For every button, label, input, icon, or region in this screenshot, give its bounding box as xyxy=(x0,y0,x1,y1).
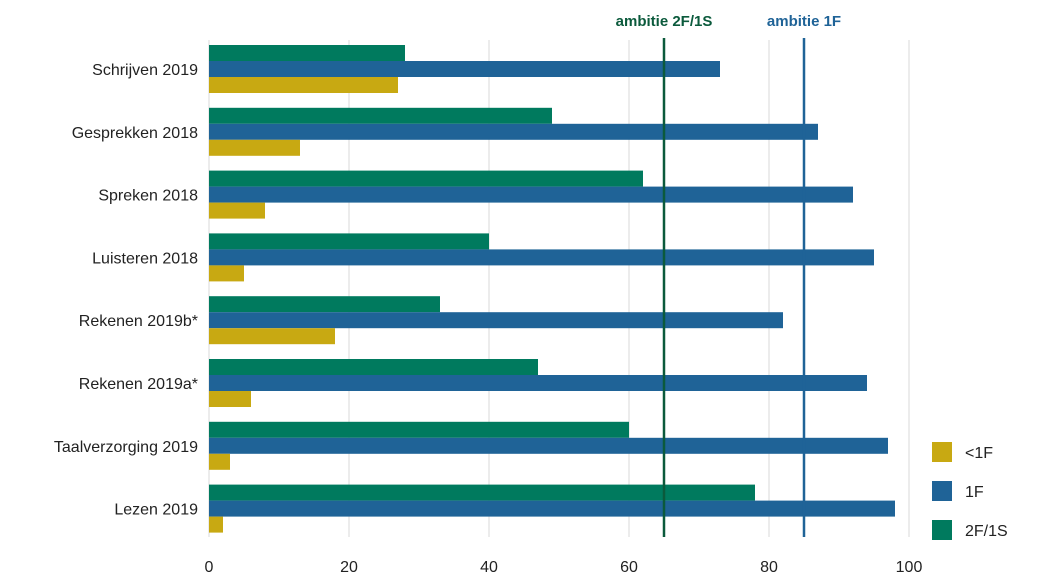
legend-label: <1F xyxy=(965,445,993,462)
legend-swatch xyxy=(932,442,952,462)
bar xyxy=(209,139,300,156)
bar xyxy=(209,296,440,313)
category-labels: Schrijven 2019 Gesprekken 2018 Spreken 201… xyxy=(54,62,198,519)
bar xyxy=(209,202,265,219)
x-tick-label: 100 xyxy=(896,559,923,576)
bar xyxy=(209,77,398,93)
category-label: Gesprekken 2018 xyxy=(72,125,198,142)
bar xyxy=(209,328,335,345)
legend-swatch xyxy=(932,520,952,540)
bar xyxy=(209,45,405,61)
reference-line-label: ambitie 2F/1S xyxy=(616,13,713,30)
bar xyxy=(209,375,867,391)
bar xyxy=(209,484,755,501)
bar xyxy=(209,516,223,533)
legend-label: 1F xyxy=(965,484,984,501)
bar xyxy=(209,170,643,187)
legend: <1F 1F 2F/1S xyxy=(932,442,1008,540)
x-tick-label: 20 xyxy=(340,559,358,576)
bar xyxy=(209,123,818,140)
x-tick-label: 60 xyxy=(620,559,638,576)
bar xyxy=(209,233,489,250)
bar xyxy=(209,453,230,470)
bar xyxy=(209,391,251,407)
legend-label: 2F/1S xyxy=(965,523,1008,540)
bar xyxy=(209,107,552,124)
legend-swatch xyxy=(932,481,952,501)
category-label: Spreken 2018 xyxy=(98,188,198,205)
category-label: Schrijven 2019 xyxy=(92,62,198,79)
bar xyxy=(209,421,629,438)
bar xyxy=(209,249,874,266)
x-axis-ticks: 0 20 40 60 80 100 xyxy=(205,559,923,576)
bar xyxy=(209,500,895,517)
category-label: Lezen 2019 xyxy=(114,502,198,519)
reference-line-label: ambitie 1F xyxy=(767,13,841,30)
bar xyxy=(209,61,720,77)
reference-lines: ambitie 2F/1S ambitie 1F xyxy=(616,13,841,537)
category-label: Taalverzorging 2019 xyxy=(54,439,198,456)
bar xyxy=(209,186,853,203)
x-tick-label: 40 xyxy=(480,559,498,576)
x-tick-label: 0 xyxy=(205,559,214,576)
x-tick-label: 80 xyxy=(760,559,778,576)
category-label: Luisteren 2018 xyxy=(92,250,198,267)
bar xyxy=(209,359,538,375)
bar xyxy=(209,265,244,282)
bar xyxy=(209,312,783,329)
bars xyxy=(209,45,895,533)
category-label: Rekenen 2019a* xyxy=(79,376,198,393)
category-label: Rekenen 2019b* xyxy=(79,313,198,330)
bar xyxy=(209,437,888,454)
